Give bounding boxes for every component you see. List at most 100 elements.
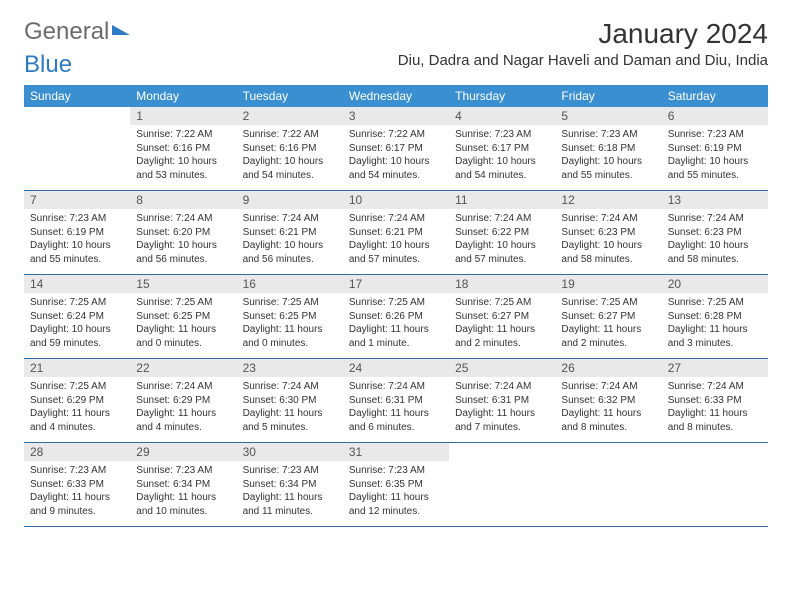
daylight-line1: Daylight: 10 hours (561, 239, 655, 253)
day-body: Sunrise: 7:23 AMSunset: 6:17 PMDaylight:… (449, 125, 555, 190)
day-number: 17 (343, 275, 449, 293)
sunset-text: Sunset: 6:23 PM (561, 226, 655, 240)
calendar-cell: 15Sunrise: 7:25 AMSunset: 6:25 PMDayligh… (130, 275, 236, 359)
sunset-text: Sunset: 6:33 PM (668, 394, 762, 408)
daylight-line1: Daylight: 10 hours (30, 323, 124, 337)
day-body: Sunrise: 7:24 AMSunset: 6:31 PMDaylight:… (343, 377, 449, 442)
daylight-line1: Daylight: 10 hours (136, 239, 230, 253)
day-body: Sunrise: 7:25 AMSunset: 6:27 PMDaylight:… (555, 293, 661, 358)
day-body: Sunrise: 7:24 AMSunset: 6:23 PMDaylight:… (662, 209, 768, 274)
daylight-line1: Daylight: 10 hours (561, 155, 655, 169)
calendar-cell (24, 107, 130, 191)
daylight-line2: and 54 minutes. (243, 169, 337, 183)
daylight-line2: and 54 minutes. (349, 169, 443, 183)
sunset-text: Sunset: 6:34 PM (136, 478, 230, 492)
day-body: Sunrise: 7:24 AMSunset: 6:31 PMDaylight:… (449, 377, 555, 442)
sunrise-text: Sunrise: 7:25 AM (668, 296, 762, 310)
day-number: 16 (237, 275, 343, 293)
calendar-cell: 20Sunrise: 7:25 AMSunset: 6:28 PMDayligh… (662, 275, 768, 359)
daylight-line1: Daylight: 10 hours (243, 155, 337, 169)
sunrise-text: Sunrise: 7:23 AM (30, 212, 124, 226)
daylight-line2: and 55 minutes. (668, 169, 762, 183)
daylight-line2: and 10 minutes. (136, 505, 230, 519)
calendar-cell: 9Sunrise: 7:24 AMSunset: 6:21 PMDaylight… (237, 191, 343, 275)
daylight-line1: Daylight: 10 hours (668, 239, 762, 253)
daylight-line2: and 4 minutes. (136, 421, 230, 435)
calendar-cell (449, 443, 555, 527)
calendar-cell: 30Sunrise: 7:23 AMSunset: 6:34 PMDayligh… (237, 443, 343, 527)
daylight-line1: Daylight: 11 hours (561, 407, 655, 421)
sunset-text: Sunset: 6:31 PM (455, 394, 549, 408)
day-number: 24 (343, 359, 449, 377)
day-number: 30 (237, 443, 343, 461)
sunset-text: Sunset: 6:29 PM (30, 394, 124, 408)
calendar-cell: 6Sunrise: 7:23 AMSunset: 6:19 PMDaylight… (662, 107, 768, 191)
sunset-text: Sunset: 6:34 PM (243, 478, 337, 492)
calendar-head: SundayMondayTuesdayWednesdayThursdayFrid… (24, 85, 768, 107)
calendar-week-row: 28Sunrise: 7:23 AMSunset: 6:33 PMDayligh… (24, 443, 768, 527)
location-text: Diu, Dadra and Nagar Haveli and Daman an… (398, 52, 768, 69)
day-number: 6 (662, 107, 768, 125)
daylight-line1: Daylight: 11 hours (243, 407, 337, 421)
sunrise-text: Sunrise: 7:25 AM (349, 296, 443, 310)
sunrise-text: Sunrise: 7:24 AM (668, 380, 762, 394)
sunrise-text: Sunrise: 7:25 AM (136, 296, 230, 310)
calendar-cell: 17Sunrise: 7:25 AMSunset: 6:26 PMDayligh… (343, 275, 449, 359)
sunset-text: Sunset: 6:17 PM (349, 142, 443, 156)
sunrise-text: Sunrise: 7:25 AM (455, 296, 549, 310)
day-number: 20 (662, 275, 768, 293)
sunrise-text: Sunrise: 7:24 AM (136, 212, 230, 226)
weekday-header: Sunday (24, 85, 130, 107)
day-body: Sunrise: 7:25 AMSunset: 6:25 PMDaylight:… (237, 293, 343, 358)
day-number: 3 (343, 107, 449, 125)
sunset-text: Sunset: 6:32 PM (561, 394, 655, 408)
calendar-cell (662, 443, 768, 527)
day-body: Sunrise: 7:22 AMSunset: 6:17 PMDaylight:… (343, 125, 449, 190)
day-body: Sunrise: 7:23 AMSunset: 6:33 PMDaylight:… (24, 461, 130, 526)
calendar-cell: 31Sunrise: 7:23 AMSunset: 6:35 PMDayligh… (343, 443, 449, 527)
weekday-header: Tuesday (237, 85, 343, 107)
calendar-cell: 2Sunrise: 7:22 AMSunset: 6:16 PMDaylight… (237, 107, 343, 191)
logo-triangle-icon (112, 25, 130, 35)
day-number: 21 (24, 359, 130, 377)
sunrise-text: Sunrise: 7:24 AM (561, 212, 655, 226)
calendar-body: 1Sunrise: 7:22 AMSunset: 6:16 PMDaylight… (24, 107, 768, 527)
daylight-line2: and 5 minutes. (243, 421, 337, 435)
day-body: Sunrise: 7:24 AMSunset: 6:21 PMDaylight:… (237, 209, 343, 274)
sunrise-text: Sunrise: 7:24 AM (243, 380, 337, 394)
daylight-line2: and 0 minutes. (243, 337, 337, 351)
sunrise-text: Sunrise: 7:24 AM (136, 380, 230, 394)
daylight-line1: Daylight: 11 hours (136, 491, 230, 505)
sunset-text: Sunset: 6:17 PM (455, 142, 549, 156)
daylight-line1: Daylight: 11 hours (349, 407, 443, 421)
calendar-cell: 10Sunrise: 7:24 AMSunset: 6:21 PMDayligh… (343, 191, 449, 275)
sunset-text: Sunset: 6:21 PM (349, 226, 443, 240)
day-body: Sunrise: 7:24 AMSunset: 6:20 PMDaylight:… (130, 209, 236, 274)
daylight-line1: Daylight: 11 hours (243, 491, 337, 505)
daylight-line2: and 7 minutes. (455, 421, 549, 435)
daylight-line2: and 57 minutes. (349, 253, 443, 267)
day-body: Sunrise: 7:25 AMSunset: 6:25 PMDaylight:… (130, 293, 236, 358)
daylight-line2: and 11 minutes. (243, 505, 337, 519)
daylight-line1: Daylight: 11 hours (30, 491, 124, 505)
weekday-header: Thursday (449, 85, 555, 107)
day-number: 9 (237, 191, 343, 209)
calendar-week-row: 14Sunrise: 7:25 AMSunset: 6:24 PMDayligh… (24, 275, 768, 359)
daylight-line1: Daylight: 11 hours (668, 407, 762, 421)
daylight-line2: and 56 minutes. (243, 253, 337, 267)
daylight-line2: and 3 minutes. (668, 337, 762, 351)
day-number: 19 (555, 275, 661, 293)
day-body: Sunrise: 7:23 AMSunset: 6:35 PMDaylight:… (343, 461, 449, 526)
daylight-line1: Daylight: 11 hours (349, 323, 443, 337)
sunrise-text: Sunrise: 7:24 AM (349, 212, 443, 226)
daylight-line1: Daylight: 11 hours (136, 323, 230, 337)
calendar-cell: 27Sunrise: 7:24 AMSunset: 6:33 PMDayligh… (662, 359, 768, 443)
daylight-line2: and 55 minutes. (561, 169, 655, 183)
weekday-header: Saturday (662, 85, 768, 107)
sunset-text: Sunset: 6:16 PM (243, 142, 337, 156)
sunset-text: Sunset: 6:20 PM (136, 226, 230, 240)
day-number: 7 (24, 191, 130, 209)
daylight-line1: Daylight: 10 hours (243, 239, 337, 253)
day-body: Sunrise: 7:23 AMSunset: 6:34 PMDaylight:… (237, 461, 343, 526)
day-number: 4 (449, 107, 555, 125)
